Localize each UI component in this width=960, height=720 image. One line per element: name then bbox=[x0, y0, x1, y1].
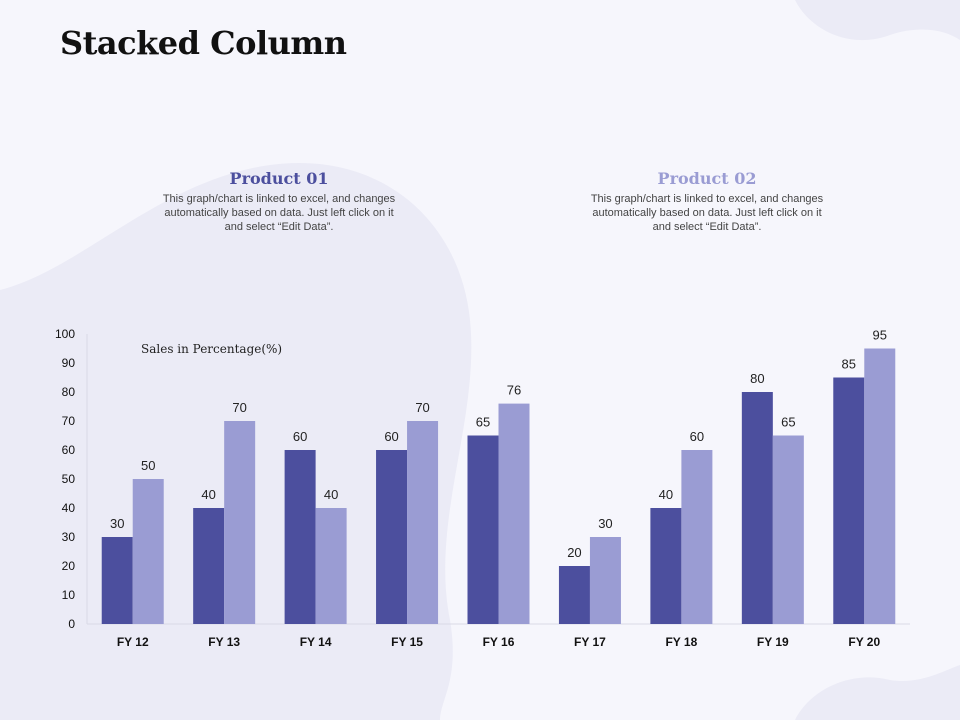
y-axis-label: Sales in Percentage(%) bbox=[141, 342, 282, 356]
legend-description-product-02: This graph/chart is linked to excel, and… bbox=[567, 192, 847, 234]
legend-desc-line: and select “Edit Data”. bbox=[224, 221, 334, 233]
bar-product-02 bbox=[498, 403, 530, 624]
legend-product-02: Product 02 This graph/chart is linked to… bbox=[567, 169, 847, 234]
x-tick-label: FY 18 bbox=[665, 635, 697, 649]
bar-product-02 bbox=[132, 479, 164, 624]
legend-desc-line: automatically based on data. Just left c… bbox=[592, 207, 822, 219]
data-label: 40 bbox=[324, 487, 338, 502]
legend-title-product-01: Product 01 bbox=[229, 169, 329, 188]
bar-product-01 bbox=[193, 508, 225, 624]
bar-product-01 bbox=[376, 450, 408, 624]
x-tick-label: FY 16 bbox=[483, 635, 515, 649]
legend-product-01: Product 01 This graph/chart is linked to… bbox=[139, 169, 419, 234]
data-label: 76 bbox=[507, 383, 521, 398]
y-tick-label: 0 bbox=[68, 617, 75, 631]
x-tick-label: FY 12 bbox=[117, 635, 149, 649]
data-label: 70 bbox=[415, 400, 429, 415]
bar-product-02 bbox=[681, 450, 713, 624]
bar-product-01 bbox=[101, 537, 133, 624]
y-tick-label: 50 bbox=[62, 472, 76, 486]
legend-desc-line: automatically based on data. Just left c… bbox=[164, 207, 394, 219]
bar-product-01 bbox=[650, 508, 682, 624]
y-tick-label: 10 bbox=[62, 588, 76, 602]
background-blob-bottom-right bbox=[795, 665, 960, 720]
data-label: 60 bbox=[690, 429, 704, 444]
bar-product-01 bbox=[467, 435, 499, 624]
data-label: 40 bbox=[659, 487, 673, 502]
data-label: 50 bbox=[141, 458, 155, 473]
data-label: 40 bbox=[201, 487, 215, 502]
legend-desc-line: and select “Edit Data”. bbox=[652, 221, 762, 233]
x-tick-label: FY 14 bbox=[300, 635, 332, 649]
x-tick-label: FY 20 bbox=[848, 635, 880, 649]
data-label: 65 bbox=[476, 415, 490, 430]
y-tick-label: 100 bbox=[55, 327, 75, 341]
data-label: 85 bbox=[842, 357, 856, 372]
data-label: 60 bbox=[293, 429, 307, 444]
data-label: 70 bbox=[232, 400, 246, 415]
legend-title-product-02: Product 02 bbox=[657, 169, 757, 188]
legend-desc-line: This graph/chart is linked to excel, and… bbox=[162, 193, 396, 205]
data-label: 80 bbox=[750, 371, 764, 386]
bar-product-02 bbox=[589, 537, 621, 624]
y-tick-label: 20 bbox=[62, 559, 76, 573]
data-label: 30 bbox=[598, 516, 612, 531]
bar-product-02 bbox=[864, 348, 896, 624]
y-tick-label: 40 bbox=[62, 501, 76, 515]
bar-product-01 bbox=[558, 566, 590, 624]
data-label: 95 bbox=[873, 328, 887, 343]
bar-product-01 bbox=[741, 392, 773, 624]
bar-product-02 bbox=[407, 421, 439, 624]
y-tick-label: 90 bbox=[62, 356, 76, 370]
x-tick-label: FY 17 bbox=[574, 635, 606, 649]
data-label: 65 bbox=[781, 415, 795, 430]
x-tick-label: FY 19 bbox=[757, 635, 789, 649]
background-blob-top-right bbox=[795, 0, 960, 41]
data-label: 30 bbox=[110, 516, 124, 531]
bar-product-02 bbox=[772, 435, 804, 624]
data-label: 60 bbox=[384, 429, 398, 444]
x-tick-label: FY 15 bbox=[391, 635, 423, 649]
bar-product-01 bbox=[833, 377, 865, 624]
bar-product-02 bbox=[224, 421, 256, 624]
page-title: Stacked Column bbox=[60, 24, 347, 62]
legend-description-product-01: This graph/chart is linked to excel, and… bbox=[139, 192, 419, 234]
y-tick-label: 70 bbox=[62, 414, 76, 428]
y-tick-label: 60 bbox=[62, 443, 76, 457]
legend-desc-line: This graph/chart is linked to excel, and… bbox=[590, 193, 824, 205]
bar-product-02 bbox=[315, 508, 347, 624]
x-tick-label: FY 13 bbox=[208, 635, 240, 649]
bar-product-01 bbox=[284, 450, 316, 624]
y-tick-label: 80 bbox=[62, 385, 76, 399]
data-label: 20 bbox=[567, 545, 581, 560]
y-tick-label: 30 bbox=[62, 530, 76, 544]
